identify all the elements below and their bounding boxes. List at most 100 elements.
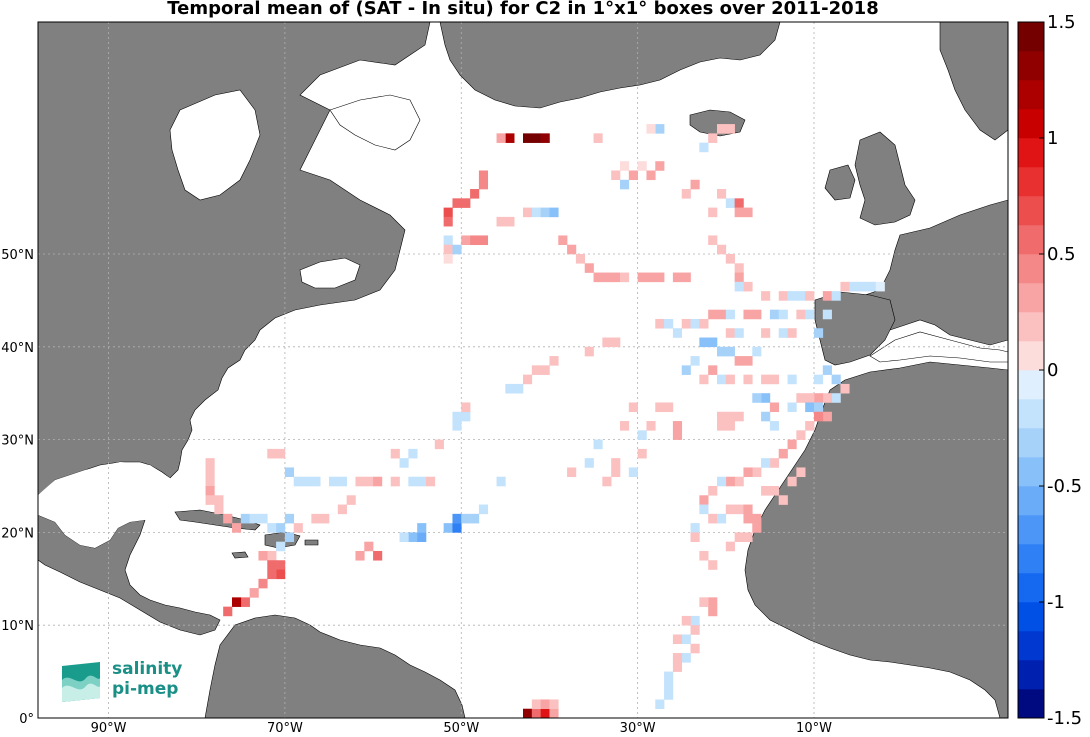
- data-cell: [672, 634, 683, 645]
- data-cell: [717, 476, 727, 487]
- y-tick-label: 50°N: [1, 248, 34, 263]
- data-cell: [373, 476, 383, 487]
- data-cell: [690, 643, 700, 654]
- data-cell: [672, 421, 683, 431]
- data-cell: [355, 476, 365, 487]
- data-cell: [831, 374, 841, 385]
- data-cell: [470, 189, 480, 199]
- data-cell: [276, 560, 286, 570]
- data-cell: [725, 346, 735, 357]
- x-tick-labels: 90°W 70°W 50°W 30°W 10°W: [91, 721, 832, 736]
- data-cell: [514, 383, 524, 394]
- data-cell: [655, 402, 665, 413]
- data-cell: [866, 281, 877, 292]
- data-cell: [822, 365, 832, 375]
- data-cell: [443, 523, 453, 533]
- data-cell: [567, 244, 577, 255]
- colorbar-swatch: [1018, 109, 1044, 139]
- data-cell: [646, 170, 656, 181]
- data-cell: [778, 309, 788, 320]
- colorbar-swatch: [1018, 602, 1044, 632]
- data-cell: [311, 513, 321, 524]
- data-cell: [708, 337, 718, 348]
- data-cell: [478, 170, 489, 181]
- logo-line2: pi-mep: [112, 679, 179, 699]
- colorbar-swatch: [1018, 689, 1044, 719]
- data-cell: [743, 356, 753, 366]
- data-cell: [708, 309, 718, 320]
- graticule: [38, 22, 1008, 718]
- data-cell: [214, 495, 224, 505]
- data-cell: [523, 708, 533, 718]
- data-cell: [655, 699, 665, 710]
- colorbar-swatch: [1018, 370, 1044, 400]
- data-cell: [725, 541, 735, 552]
- data-cell: [602, 476, 612, 487]
- data-cell: [540, 699, 550, 710]
- data-cell: [814, 411, 824, 422]
- data-cell: [478, 235, 489, 246]
- y-tick-label: 0°: [19, 712, 34, 727]
- colorbar-swatch: [1018, 544, 1044, 574]
- data-cell: [672, 430, 683, 440]
- data-cell: [549, 708, 559, 718]
- data-cell: [690, 615, 700, 626]
- y-tick-label: 10°N: [1, 619, 34, 634]
- data-cell: [575, 254, 586, 264]
- data-cell: [505, 133, 515, 143]
- data-cell: [452, 411, 462, 422]
- data-cell: [452, 523, 462, 533]
- data-cell: [611, 272, 621, 283]
- data-cell: [620, 161, 630, 171]
- data-cell: [664, 671, 674, 682]
- colorbar-tick-label: 0: [1047, 360, 1058, 381]
- data-cell: [523, 207, 533, 218]
- colorbar-swatch: [1018, 486, 1044, 516]
- data-cell: [717, 309, 727, 320]
- logo-line1: salinity: [112, 659, 183, 679]
- data-cell: [284, 467, 295, 478]
- x-tick-label: 90°W: [91, 721, 127, 736]
- data-cell: [593, 133, 603, 143]
- data-cell: [796, 467, 806, 478]
- data-cell: [725, 374, 735, 385]
- data-cell: [205, 476, 215, 487]
- data-cell: [443, 254, 453, 264]
- data-cell: [743, 207, 753, 218]
- data-cell: [611, 467, 621, 478]
- data-cell: [805, 402, 815, 413]
- data-cell: [752, 393, 762, 403]
- data-cell: [443, 207, 453, 218]
- data-cell: [805, 291, 815, 301]
- data-cell: [752, 467, 762, 478]
- puerto-rico-landmass: [304, 539, 319, 546]
- data-cell: [496, 476, 506, 487]
- data-cell: [284, 513, 295, 524]
- colorbar-swatch: [1018, 428, 1044, 458]
- data-cell: [223, 606, 233, 617]
- data-cell: [699, 504, 709, 515]
- data-cell: [258, 578, 268, 589]
- data-cell: [505, 383, 515, 394]
- data-cell: [461, 235, 471, 246]
- data-cell: [743, 504, 753, 515]
- data-cell: [470, 513, 480, 524]
- data-cell: [796, 291, 806, 301]
- data-cell: [672, 662, 683, 672]
- data-cell: [443, 216, 453, 227]
- data-cell: [602, 272, 612, 283]
- data-cell: [761, 328, 771, 338]
- data-cell: [496, 133, 506, 143]
- data-cell: [276, 523, 286, 533]
- data-cell: [249, 513, 259, 524]
- data-cell: [417, 532, 427, 542]
- colorbar-swatch: [1018, 22, 1044, 52]
- colorbar-swatch: [1018, 515, 1044, 545]
- data-cell: [531, 699, 541, 710]
- data-cell: [249, 588, 259, 598]
- data-cell: [540, 365, 550, 375]
- data-cell: [690, 625, 700, 635]
- data-cell: [840, 281, 850, 292]
- gulf-stlawrence-water: [299, 257, 361, 289]
- data-cell: [417, 476, 427, 487]
